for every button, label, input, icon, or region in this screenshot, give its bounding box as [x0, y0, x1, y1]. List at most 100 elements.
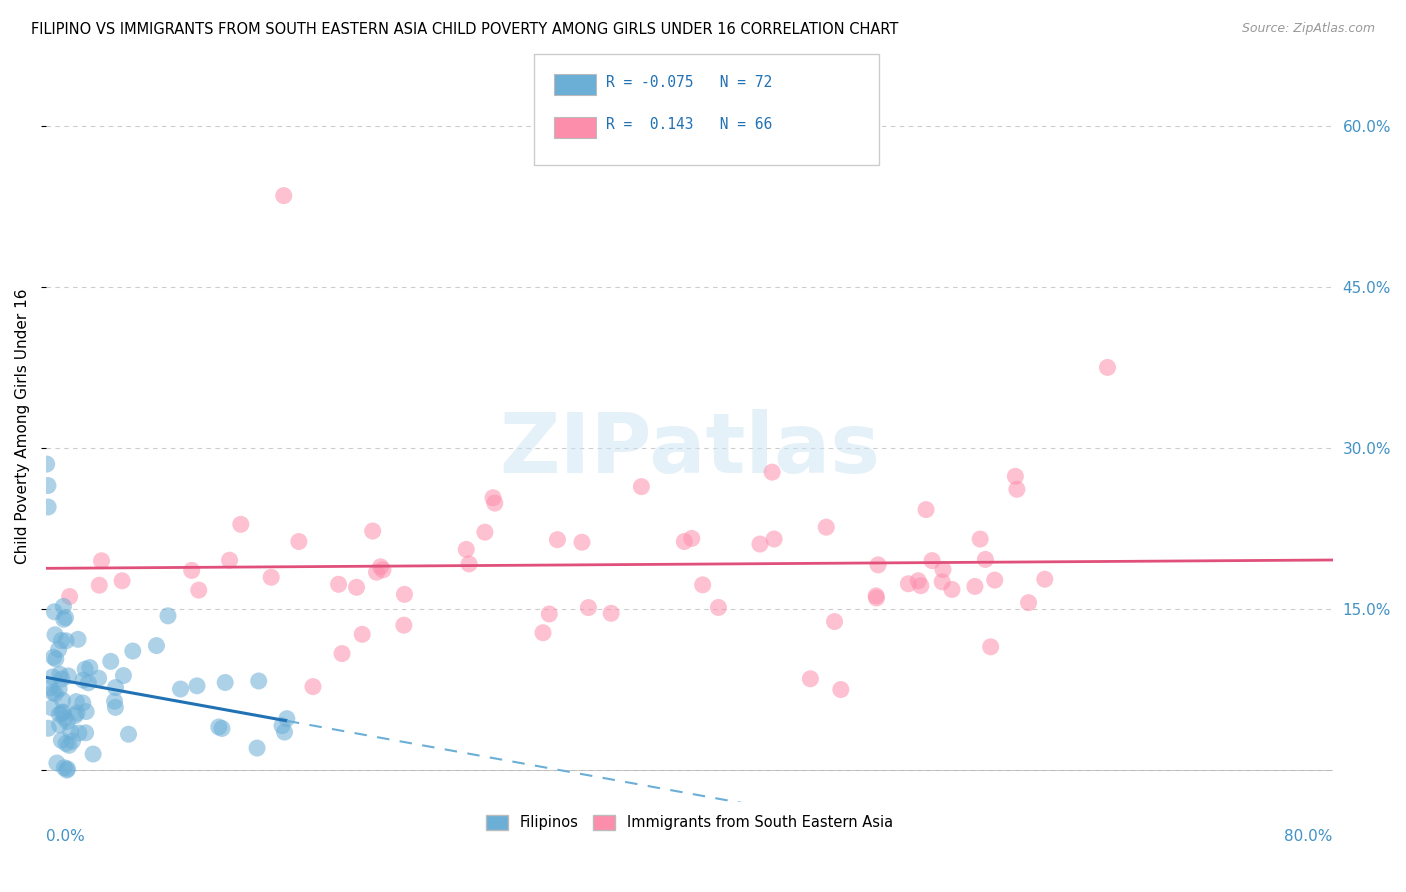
Point: [48, 681, 70, 696]
Point: [761, 465, 783, 479]
Point: [247, 673, 270, 688]
Point: [288, 534, 311, 549]
Text: FILIPINO VS IMMIGRANTS FROM SOUTH EASTERN ASIA CHILD POVERTY AMONG GIRLS UNDER 1: FILIPINO VS IMMIGRANTS FROM SOUTH EASTER…: [31, 22, 898, 37]
Point: [111, 574, 134, 588]
Point: [915, 502, 938, 516]
Point: [484, 496, 506, 510]
Point: [48, 707, 70, 722]
Point: [72, 673, 94, 688]
Point: [824, 615, 846, 629]
Point: [246, 741, 269, 756]
Point: [45, 652, 67, 666]
Point: [1033, 572, 1056, 586]
Point: [180, 563, 202, 577]
Point: [692, 578, 714, 592]
Point: [630, 480, 652, 494]
Point: [55, 633, 77, 648]
Point: [346, 580, 368, 594]
Point: [51, 633, 73, 648]
Point: [51, 706, 73, 720]
Point: [830, 682, 852, 697]
Point: [39, 681, 62, 695]
Point: [932, 562, 955, 576]
Point: [79, 660, 101, 674]
Point: [37, 721, 59, 735]
Point: [361, 524, 384, 538]
Point: [271, 719, 294, 733]
Point: [56, 763, 79, 777]
Point: [273, 725, 295, 739]
Point: [673, 534, 696, 549]
Point: [72, 696, 94, 710]
Point: [910, 579, 932, 593]
Point: [53, 761, 76, 775]
Point: [59, 724, 82, 739]
Point: [260, 570, 283, 584]
Point: [63, 708, 86, 723]
Point: [273, 188, 295, 202]
Point: [218, 553, 240, 567]
Point: [112, 668, 135, 682]
Point: [89, 578, 111, 592]
Point: [538, 607, 561, 621]
Y-axis label: Child Poverty Among Girls Under 16: Child Poverty Among Girls Under 16: [15, 289, 30, 565]
Point: [969, 532, 991, 546]
Point: [865, 589, 887, 603]
Text: R =  0.143   N = 66: R = 0.143 N = 66: [606, 118, 772, 132]
Point: [392, 618, 415, 632]
Point: [482, 491, 505, 505]
Point: [394, 587, 416, 601]
Point: [48, 718, 70, 732]
Point: [681, 532, 703, 546]
Point: [37, 478, 59, 492]
Point: [187, 583, 209, 598]
Text: R = -0.075   N = 72: R = -0.075 N = 72: [606, 75, 772, 89]
Point: [1004, 469, 1026, 483]
Point: [66, 632, 89, 647]
Point: [749, 537, 772, 551]
Point: [145, 639, 167, 653]
Point: [41, 701, 63, 715]
Point: [62, 734, 84, 748]
Point: [55, 736, 77, 750]
Point: [799, 672, 821, 686]
Point: [941, 582, 963, 597]
Point: [897, 576, 920, 591]
Text: 80.0%: 80.0%: [1285, 829, 1333, 844]
Point: [169, 681, 191, 696]
Point: [276, 712, 298, 726]
Point: [865, 591, 887, 605]
Text: Source: ZipAtlas.com: Source: ZipAtlas.com: [1241, 22, 1375, 36]
Point: [100, 654, 122, 668]
Point: [1097, 360, 1119, 375]
Point: [980, 640, 1002, 654]
Point: [302, 680, 325, 694]
Point: [49, 667, 72, 681]
Text: 0.0%: 0.0%: [46, 829, 84, 844]
Point: [51, 733, 73, 747]
Point: [370, 559, 392, 574]
Point: [35, 457, 58, 471]
Point: [53, 711, 76, 725]
Point: [121, 644, 143, 658]
Point: [75, 726, 97, 740]
Point: [56, 714, 79, 729]
Point: [366, 566, 388, 580]
Point: [55, 610, 77, 624]
Point: [75, 662, 97, 676]
Text: ZIPatlas: ZIPatlas: [499, 409, 880, 490]
Legend: Filipinos, Immigrants from South Eastern Asia: Filipinos, Immigrants from South Eastern…: [481, 809, 898, 837]
Point: [546, 533, 568, 547]
Point: [66, 706, 89, 720]
Point: [52, 599, 75, 614]
Point: [974, 552, 997, 566]
Point: [371, 563, 394, 577]
Point: [186, 679, 208, 693]
Point: [571, 535, 593, 549]
Point: [42, 650, 65, 665]
Point: [77, 675, 100, 690]
Point: [1005, 483, 1028, 497]
Point: [868, 558, 890, 572]
Point: [59, 590, 82, 604]
Point: [117, 727, 139, 741]
